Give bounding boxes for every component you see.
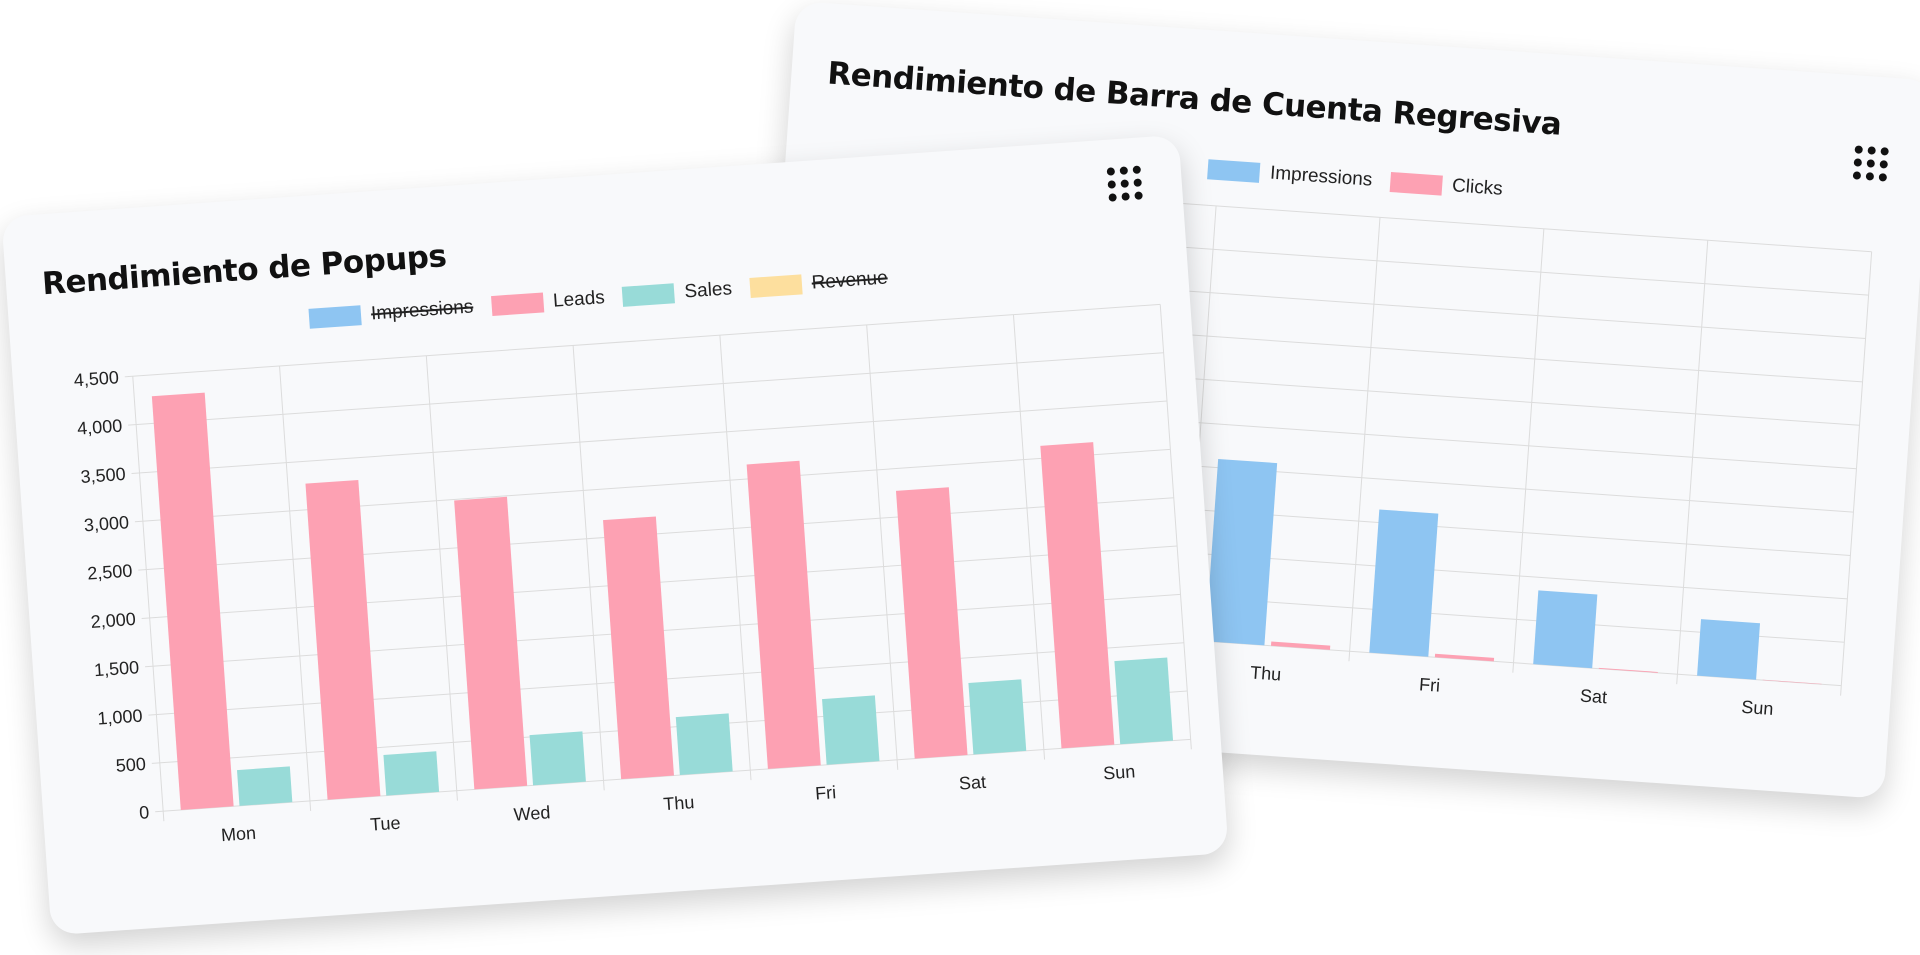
gridline-x	[1159, 304, 1192, 750]
gridline-x	[132, 376, 165, 822]
bar-leads-fri[interactable]	[746, 460, 821, 769]
gridline-x	[279, 365, 312, 811]
bar-sales-thu[interactable]	[675, 713, 733, 776]
gridline-x	[1676, 240, 1709, 685]
y-tick-label: 2,500	[87, 561, 133, 584]
bar-leads-mon[interactable]	[151, 392, 234, 810]
gridline-x	[425, 355, 458, 801]
y-tick-label: 4,000	[77, 416, 123, 439]
y-tick-label: 1,000	[97, 706, 143, 729]
bar-clicks-sun[interactable]	[1762, 679, 1822, 685]
gridline-x	[1840, 251, 1873, 696]
x-tick-label: Wed	[513, 802, 551, 825]
gridline-x	[572, 345, 605, 791]
bar-impressions-sun[interactable]	[1697, 619, 1761, 680]
bar-leads-tue[interactable]	[305, 479, 381, 800]
x-tick-label: Mon	[220, 823, 256, 845]
bar-leads-sat[interactable]	[895, 487, 968, 759]
x-tick-label: Thu	[1250, 662, 1282, 684]
bar-clicks-sat[interactable]	[1598, 667, 1658, 673]
y-tick-label: 4,500	[73, 367, 119, 390]
gridline-x	[719, 335, 752, 781]
bar-impressions-thu[interactable]	[1205, 458, 1278, 646]
y-tick-label: 3,500	[80, 464, 126, 487]
y-tick-label: 500	[115, 754, 146, 776]
bar-clicks-thu[interactable]	[1270, 641, 1331, 650]
bar-clicks-fri[interactable]	[1434, 653, 1495, 662]
bar-leads-thu[interactable]	[603, 516, 674, 780]
x-tick-label: Sat	[958, 772, 986, 794]
gridline-y	[128, 352, 1164, 426]
gridline-x	[1348, 217, 1381, 662]
bar-sales-wed[interactable]	[529, 731, 586, 786]
y-tick-label: 1,500	[93, 657, 139, 680]
gridline-y	[131, 400, 1168, 474]
popups-chart: 0 500 1,000 1,500 2,000 2,500 3,000 3,500 4,000 4…	[73, 303, 1192, 845]
x-tick-label: Sun	[1741, 697, 1774, 719]
popups-performance-card: Rendimiento de Popups Impressions Leads Sa…	[1, 134, 1229, 936]
bar-impressions-fri[interactable]	[1369, 509, 1439, 657]
x-tick-label: Fri	[1418, 674, 1440, 695]
bar-sales-mon[interactable]	[236, 766, 293, 806]
x-tick-label: Thu	[663, 792, 695, 814]
y-tick-label: 2,000	[90, 609, 136, 632]
x-tick-label: Fri	[814, 782, 836, 803]
bar-leads-sun[interactable]	[1040, 442, 1115, 749]
x-tick-label: Sun	[1103, 761, 1136, 783]
y-tick-label: 3,000	[83, 512, 129, 535]
bar-impressions-sat[interactable]	[1533, 590, 1598, 669]
bar-sales-sun[interactable]	[1114, 657, 1174, 745]
gridline-y	[124, 303, 1161, 378]
gridline-x	[866, 324, 899, 770]
bar-leads-wed[interactable]	[454, 496, 528, 790]
x-tick-label: Tue	[369, 813, 401, 835]
bar-sales-sat[interactable]	[968, 679, 1027, 755]
gridline-x	[1012, 314, 1046, 760]
gridline-y	[134, 448, 1171, 523]
bar-sales-fri[interactable]	[822, 695, 880, 765]
x-tick-label: Sat	[1579, 685, 1607, 707]
gridline-x	[1512, 228, 1545, 673]
y-tick-label: 0	[139, 802, 150, 823]
bar-sales-tue[interactable]	[383, 751, 440, 796]
